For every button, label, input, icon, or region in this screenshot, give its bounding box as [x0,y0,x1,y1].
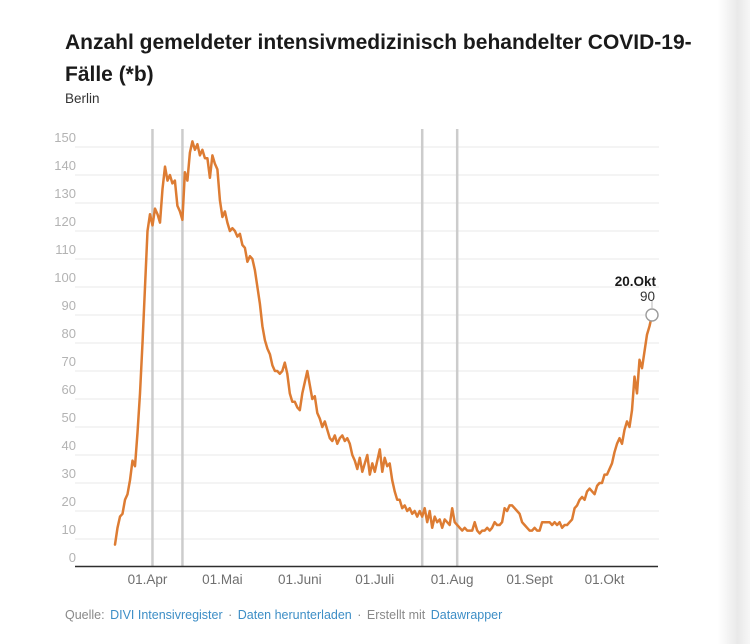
y-tick-label: 20 [62,494,76,509]
credit-label: Erstellt mit [366,608,426,622]
y-tick-label: 50 [62,410,76,425]
y-tick-label: 120 [54,214,76,229]
separator-dot: · [228,608,233,622]
x-tick-label: 01.Mai [202,572,243,587]
chart-footer: Quelle: DIVI Intensivregister · Daten he… [65,608,705,622]
download-link[interactable]: Daten herunterladen [237,608,352,622]
x-tick-label: 01.Juli [355,572,394,587]
source-link[interactable]: DIVI Intensivregister [110,608,223,622]
y-tick-label: 150 [54,130,76,145]
x-tick-label: 01.Aug [431,572,474,587]
x-tick-label: 01.Sept [506,572,553,587]
y-tick-label: 70 [62,354,76,369]
annotation-date-label: 20.Okt [615,274,657,289]
y-tick-label: 30 [62,466,76,481]
y-tick-label: 40 [62,438,76,453]
x-tick-label: 01.Juni [278,572,322,587]
y-tick-label: 60 [62,382,76,397]
y-tick-label: 110 [55,242,76,257]
annotation-value-label: 90 [640,289,655,304]
credit-link[interactable]: Datawrapper [430,608,503,622]
series-line-berlin[interactable] [113,140,654,546]
x-tick-label: 01.Okt [585,572,625,587]
y-tick-label: 90 [62,298,76,313]
chart-subtitle: Berlin [65,91,100,106]
x-tick-label: 01.Apr [128,572,168,587]
y-tick-label: 10 [62,522,76,537]
y-tick-label: 140 [54,158,76,173]
end-point-marker [645,308,659,322]
y-tick-label: 130 [54,186,76,201]
y-tick-label: 100 [54,270,76,285]
separator-dot: · [357,608,362,622]
source-label: Quelle: [65,608,105,622]
y-tick-label: 80 [62,326,76,341]
chart-title: Anzahl gemeldeter intensivmedizinisch be… [65,31,692,86]
y-tick-label: 0 [69,550,76,565]
